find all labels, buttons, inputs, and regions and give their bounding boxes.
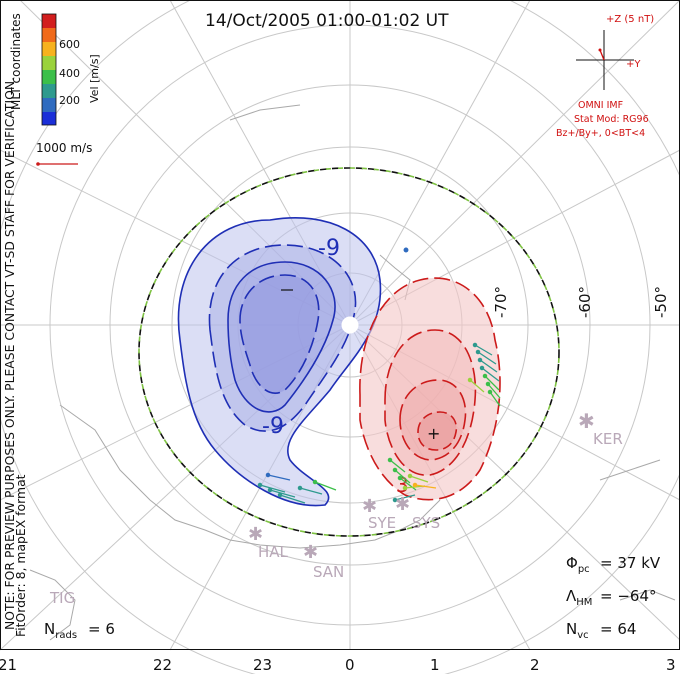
- mlt-axis: 21 22 23 0 1 2 3: [0, 656, 676, 674]
- station-sye: SYE: [368, 514, 396, 532]
- vector-scale-label: 1000 m/s: [36, 141, 92, 155]
- station-star-ker: ✱: [578, 409, 595, 433]
- colorbar-tick-400: 400: [59, 67, 80, 80]
- heppner-maynard-boundary-dash: [138, 167, 560, 537]
- svg-text:Nrads: Nrads: [44, 620, 77, 641]
- imf-model-1: Stat Mod: RG96: [574, 114, 649, 125]
- nrads-symbol: N: [44, 620, 55, 638]
- latitude-labels: -70° -60° -50°: [492, 286, 670, 318]
- pole-dot: [341, 316, 359, 334]
- colorbar-tick-200: 200: [59, 94, 80, 107]
- fit-order: FitOrder: 8, mapEX format: [13, 474, 28, 637]
- lat-label-70: -70°: [492, 286, 510, 318]
- lat-label-60: -60°: [576, 286, 594, 318]
- negative-potential-cell: -9 -9: [177, 217, 382, 507]
- station-hal: HAL: [258, 543, 289, 561]
- nvc-sub: vc: [577, 630, 588, 641]
- mlt-tick-22: 22: [153, 656, 172, 674]
- velocity-vectors: [257, 247, 501, 504]
- imf-z-label: +Z (5 nT): [606, 14, 654, 25]
- station-star-sys: ✱: [395, 494, 410, 515]
- mlt-tick-21: 21: [0, 656, 17, 674]
- coordinate-label: MLT coordinates: [9, 13, 23, 110]
- phi-symbol: Φ: [566, 554, 578, 572]
- imf-clock: +Z (5 nT) +Y OMNI IMF Stat Mod: RG96 Bz+…: [556, 14, 654, 139]
- station-sys: SYS: [412, 514, 440, 532]
- imf-y-label: +Y: [626, 59, 641, 70]
- phi-sub: pc: [578, 564, 590, 575]
- preview-note: NOTE: FOR PREVIEW PURPOSES ONLY. PLEASE …: [2, 77, 17, 630]
- stats: Φpc = 37 kV ΛHM = −64° Nvc = 64 Nrads = …: [44, 554, 661, 641]
- lat-label-50: -50°: [652, 286, 670, 318]
- lambda-symbol: Λ: [566, 587, 577, 605]
- mlt-tick-1: 1: [430, 656, 440, 674]
- nvc-value: = 64: [600, 620, 636, 638]
- lambda-value: = −64°: [600, 587, 657, 605]
- svg-text:Nvc: Nvc: [566, 620, 589, 641]
- nrads-value: = 6: [88, 620, 115, 638]
- max-marker: +: [427, 424, 440, 443]
- mlt-tick-23: 23: [253, 656, 272, 674]
- svg-text:ΛHM: ΛHM: [566, 587, 592, 608]
- vector-scale-dot: [36, 162, 40, 166]
- station-star-sye: ✱: [362, 496, 377, 517]
- coastlines: [29, 104, 676, 641]
- neg-contour-label-1: -9: [318, 236, 340, 261]
- phi-value: = 37 kV: [600, 554, 661, 572]
- svg-text:Φpc: Φpc: [566, 554, 590, 575]
- station-star-san: ✱: [303, 542, 318, 563]
- colorbar: 600 400 200 Vel [m/s]: [41, 13, 101, 126]
- mlt-tick-0: 0: [345, 656, 355, 674]
- imf-model-2: Bz+/By+, 0<BT<4: [556, 128, 645, 139]
- station-san: SAN: [313, 563, 344, 581]
- mlt-tick-3: 3: [666, 656, 676, 674]
- lambda-sub: HM: [576, 597, 592, 608]
- station-ker: KER: [593, 430, 623, 448]
- imf-source: OMNI IMF: [578, 100, 623, 111]
- station-star-hal: ✱: [248, 524, 263, 545]
- map-title: 14/Oct/2005 01:00-01:02 UT: [205, 11, 449, 31]
- neg-contour-label-2: -9: [262, 414, 284, 439]
- stations: ✱ KER ✱ HAL ✱ SAN ✱ ✱ SYE SYS TIG: [49, 409, 623, 607]
- nrads-sub: rads: [55, 630, 77, 641]
- colorbar-label: Vel [m/s]: [88, 54, 101, 103]
- nvc-symbol: N: [566, 620, 577, 638]
- station-tig: TIG: [49, 589, 75, 607]
- positive-potential-cell: + 3: [359, 277, 501, 501]
- colorbar-tick-600: 600: [59, 38, 80, 51]
- mlt-tick-2: 2: [530, 656, 540, 674]
- heppner-maynard-boundary: [138, 167, 560, 537]
